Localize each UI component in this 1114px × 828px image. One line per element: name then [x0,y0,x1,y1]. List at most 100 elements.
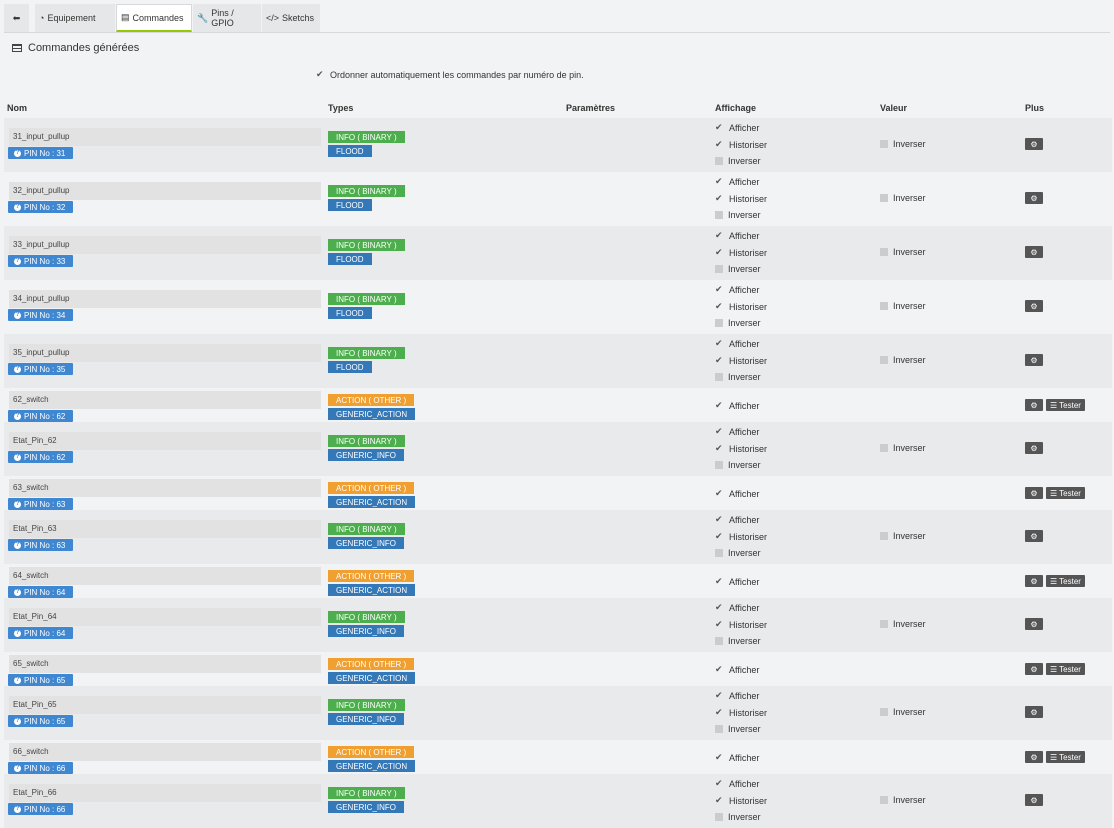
historiser-checkbox[interactable]: ✔ Historiser [715,301,767,312]
check-icon[interactable]: ✔ [316,69,324,79]
inverser-checkbox[interactable]: Inverser [715,724,761,734]
afficher-checkbox[interactable]: ✔ Afficher [715,664,759,675]
afficher-checkbox[interactable]: ✔ Afficher [715,176,759,187]
check-icon[interactable]: ✔ [715,355,723,365]
checkbox-empty-icon[interactable] [715,265,723,273]
afficher-checkbox[interactable]: ✔ Afficher [715,488,759,499]
valeur-inverser-checkbox[interactable]: Inverser [880,193,926,203]
tester-button[interactable]: ☰ Tester [1046,487,1085,499]
checkbox-empty-icon[interactable] [715,157,723,165]
inverser-checkbox[interactable]: Inverser [715,460,761,470]
check-icon[interactable]: ✔ [715,488,723,498]
tester-button[interactable]: ☰ Tester [1046,575,1085,587]
checkbox-empty-icon[interactable] [880,356,888,364]
cogs-button[interactable]: ⚙ [1025,530,1043,542]
afficher-checkbox[interactable]: ✔ Afficher [715,338,759,349]
afficher-checkbox[interactable]: ✔ Afficher [715,400,759,411]
valeur-inverser-checkbox[interactable]: Inverser [880,139,926,149]
command-name-field[interactable]: Etat_Pin_66 [9,784,321,802]
inverser-checkbox[interactable]: Inverser [715,636,761,646]
check-icon[interactable]: ✔ [715,193,723,203]
checkbox-empty-icon[interactable] [880,444,888,452]
historiser-checkbox[interactable]: ✔ Historiser [715,139,767,150]
check-icon[interactable]: ✔ [715,426,723,436]
tab-pins-gpio[interactable]: 🔧 Pins / GPIO [193,4,261,32]
checkbox-empty-icon[interactable] [715,549,723,557]
check-icon[interactable]: ✔ [715,301,723,311]
historiser-checkbox[interactable]: ✔ Historiser [715,443,767,454]
check-icon[interactable]: ✔ [715,139,723,149]
cogs-button[interactable]: ⚙ [1025,706,1043,718]
checkbox-empty-icon[interactable] [715,373,723,381]
checkbox-empty-icon[interactable] [715,637,723,645]
tab-sketchs[interactable]: </> Sketchs [262,4,320,32]
tester-button[interactable]: ☰ Tester [1046,751,1085,763]
historiser-checkbox[interactable]: ✔ Historiser [715,247,767,258]
checkbox-empty-icon[interactable] [880,532,888,540]
tab-equipement[interactable]: ◔ Equipement [35,4,115,32]
cogs-button[interactable]: ⚙ [1025,138,1043,150]
check-icon[interactable]: ✔ [715,531,723,541]
valeur-inverser-checkbox[interactable]: Inverser [880,707,926,717]
check-icon[interactable]: ✔ [715,752,723,762]
afficher-checkbox[interactable]: ✔ Afficher [715,752,759,763]
afficher-checkbox[interactable]: ✔ Afficher [715,602,759,613]
cogs-button[interactable]: ⚙ [1025,751,1043,763]
check-icon[interactable]: ✔ [715,707,723,717]
cogs-button[interactable]: ⚙ [1025,442,1043,454]
historiser-checkbox[interactable]: ✔ Historiser [715,355,767,366]
tab-commandes[interactable]: ▤ Commandes [116,4,192,32]
inverser-checkbox[interactable]: Inverser [715,548,761,558]
command-name-field[interactable]: Etat_Pin_64 [9,608,321,626]
check-icon[interactable]: ✔ [715,619,723,629]
historiser-checkbox[interactable]: ✔ Historiser [715,795,767,806]
command-name-field[interactable]: 65_switch [9,655,321,673]
afficher-checkbox[interactable]: ✔ Afficher [715,514,759,525]
cogs-button[interactable]: ⚙ [1025,487,1043,499]
inverser-checkbox[interactable]: Inverser [715,372,761,382]
valeur-inverser-checkbox[interactable]: Inverser [880,443,926,453]
afficher-checkbox[interactable]: ✔ Afficher [715,230,759,241]
checkbox-empty-icon[interactable] [715,813,723,821]
cogs-button[interactable]: ⚙ [1025,399,1043,411]
inverser-checkbox[interactable]: Inverser [715,210,761,220]
check-icon[interactable]: ✔ [715,778,723,788]
cogs-button[interactable]: ⚙ [1025,246,1043,258]
afficher-checkbox[interactable]: ✔ Afficher [715,284,759,295]
check-icon[interactable]: ✔ [715,576,723,586]
check-icon[interactable]: ✔ [715,338,723,348]
check-icon[interactable]: ✔ [715,795,723,805]
command-name-field[interactable]: 33_input_pullup [9,236,321,254]
check-icon[interactable]: ✔ [715,176,723,186]
valeur-inverser-checkbox[interactable]: Inverser [880,247,926,257]
afficher-checkbox[interactable]: ✔ Afficher [715,426,759,437]
cogs-button[interactable]: ⚙ [1025,618,1043,630]
cogs-button[interactable]: ⚙ [1025,575,1043,587]
check-icon[interactable]: ✔ [715,247,723,257]
auto-order-checkbox[interactable]: ✔ Ordonner automatiquement les commandes… [316,69,584,80]
afficher-checkbox[interactable]: ✔ Afficher [715,576,759,587]
valeur-inverser-checkbox[interactable]: Inverser [880,795,926,805]
command-name-field[interactable]: 35_input_pullup [9,344,321,362]
historiser-checkbox[interactable]: ✔ Historiser [715,531,767,542]
tester-button[interactable]: ☰ Tester [1046,663,1085,675]
afficher-checkbox[interactable]: ✔ Afficher [715,690,759,701]
valeur-inverser-checkbox[interactable]: Inverser [880,619,926,629]
checkbox-empty-icon[interactable] [880,248,888,256]
check-icon[interactable]: ✔ [715,400,723,410]
tester-button[interactable]: ☰ Tester [1046,399,1085,411]
historiser-checkbox[interactable]: ✔ Historiser [715,193,767,204]
checkbox-empty-icon[interactable] [880,620,888,628]
checkbox-empty-icon[interactable] [715,461,723,469]
checkbox-empty-icon[interactable] [880,302,888,310]
checkbox-empty-icon[interactable] [880,140,888,148]
command-name-field[interactable]: 34_input_pullup [9,290,321,308]
command-name-field[interactable]: 31_input_pullup [9,128,321,146]
inverser-checkbox[interactable]: Inverser [715,264,761,274]
command-name-field[interactable]: 32_input_pullup [9,182,321,200]
command-name-field[interactable]: Etat_Pin_63 [9,520,321,538]
cogs-button[interactable]: ⚙ [1025,663,1043,675]
checkbox-empty-icon[interactable] [880,708,888,716]
check-icon[interactable]: ✔ [715,602,723,612]
afficher-checkbox[interactable]: ✔ Afficher [715,778,759,789]
